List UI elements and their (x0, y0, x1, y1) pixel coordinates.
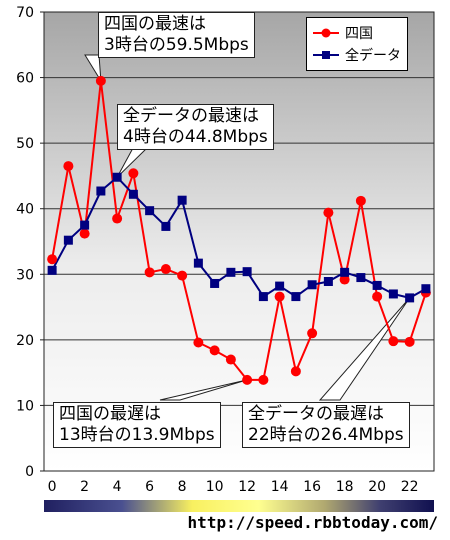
data-point (242, 374, 253, 385)
data-point (209, 345, 220, 356)
data-point (47, 254, 58, 265)
annotation-shikoku-fastest: 四国の最速は 3時台の59.5Mbps (98, 12, 255, 58)
annotation-line: 全データの最速は (123, 106, 259, 126)
data-point (340, 267, 350, 277)
data-point (112, 213, 123, 224)
annotation-line: 22時台の26.4Mbps (248, 425, 404, 445)
source-url: http://speed.rbbtoday.com/ (187, 513, 438, 532)
data-point (404, 336, 415, 347)
x-tick-label: 0 (48, 479, 57, 495)
data-point (388, 289, 398, 299)
annotation-line: 4時台の44.8Mbps (123, 127, 268, 147)
data-point (63, 235, 73, 245)
x-tick-label: 14 (271, 479, 289, 495)
data-point (95, 75, 106, 86)
annotation-pointer (159, 379, 248, 401)
data-point (421, 284, 431, 294)
data-point (79, 228, 90, 239)
series-markers (47, 75, 431, 385)
annotation-all-fastest: 全データの最速は 4時台の44.8Mbps (117, 104, 274, 150)
data-point (161, 221, 171, 231)
legend-circle-marker-icon (313, 28, 339, 38)
y-axis: 0 10 20 30 40 50 60 70 (16, 5, 44, 480)
y-tick-label: 50 (16, 136, 34, 152)
y-tick-label: 40 (16, 202, 34, 218)
data-point (355, 195, 366, 206)
data-point (177, 270, 188, 281)
data-point (96, 186, 106, 196)
data-point (291, 292, 301, 302)
data-point (339, 274, 350, 285)
time-of-day-bar (44, 500, 434, 512)
annotation-pointer (84, 54, 102, 82)
data-point (290, 366, 301, 377)
data-point (372, 291, 383, 302)
data-point (145, 206, 155, 216)
plot-area (44, 12, 434, 471)
data-point (307, 280, 317, 290)
annotation-line: 13時台の13.9Mbps (59, 425, 215, 445)
data-point (356, 273, 366, 283)
x-tick-label: 8 (178, 479, 187, 495)
x-tick-label: 16 (303, 479, 321, 495)
annotation-line: 四国の最速は (104, 14, 206, 34)
annotation-line: 四国の最遅は (59, 404, 161, 424)
data-point (177, 195, 187, 205)
annotation-line: 3時台の59.5Mbps (104, 35, 249, 55)
x-tick-label: 12 (238, 479, 256, 495)
legend-label: 全データ (345, 48, 401, 64)
data-point (128, 168, 139, 179)
x-tick-label: 22 (401, 479, 419, 495)
data-point (226, 267, 236, 277)
legend-item-all-data: 全データ (313, 44, 401, 66)
data-point (274, 291, 285, 302)
legend-item-shikoku: 四国 (313, 22, 401, 44)
data-point (225, 354, 236, 365)
annotation-all-slowest: 全データの最遅は 22時台の26.4Mbps (242, 402, 410, 448)
data-point (372, 280, 382, 290)
y-tick-label: 10 (16, 398, 34, 414)
x-tick-label: 6 (145, 479, 154, 495)
x-tick-label: 20 (368, 479, 386, 495)
legend: 四国 全データ (306, 17, 408, 71)
y-tick-label: 60 (16, 71, 34, 87)
data-point (323, 276, 333, 286)
data-point (405, 293, 415, 303)
data-point (258, 292, 268, 302)
x-tick-label: 10 (206, 479, 224, 495)
annotation-shikoku-slowest: 四国の最遅は 13時台の13.9Mbps (53, 402, 221, 448)
data-point (242, 267, 252, 277)
data-point (275, 281, 285, 291)
x-tick-label: 4 (113, 479, 122, 495)
x-axis: 0 2 4 6 8 10 12 14 16 18 20 22 (48, 479, 419, 495)
data-point (63, 161, 74, 172)
data-point (112, 172, 122, 182)
data-point (193, 258, 203, 268)
data-point (160, 264, 171, 275)
x-tick-label: 2 (80, 479, 89, 495)
data-point (258, 374, 269, 385)
series-line (51, 80, 427, 381)
data-point (80, 220, 90, 230)
legend-square-marker-icon (313, 51, 339, 59)
legend-label: 四国 (345, 26, 373, 42)
data-point (388, 336, 399, 347)
x-tick-label: 18 (336, 479, 354, 495)
data-point (128, 189, 138, 199)
y-tick-label: 20 (16, 333, 34, 349)
y-tick-label: 30 (16, 267, 34, 283)
data-point (210, 278, 220, 288)
data-point (323, 207, 334, 218)
data-point (193, 337, 204, 348)
y-tick-label: 0 (25, 464, 34, 480)
data-point (144, 267, 155, 278)
data-point (307, 328, 318, 339)
data-point (47, 265, 57, 275)
y-tick-label: 70 (16, 5, 34, 21)
annotation-line: 全データの最遅は (248, 404, 384, 424)
